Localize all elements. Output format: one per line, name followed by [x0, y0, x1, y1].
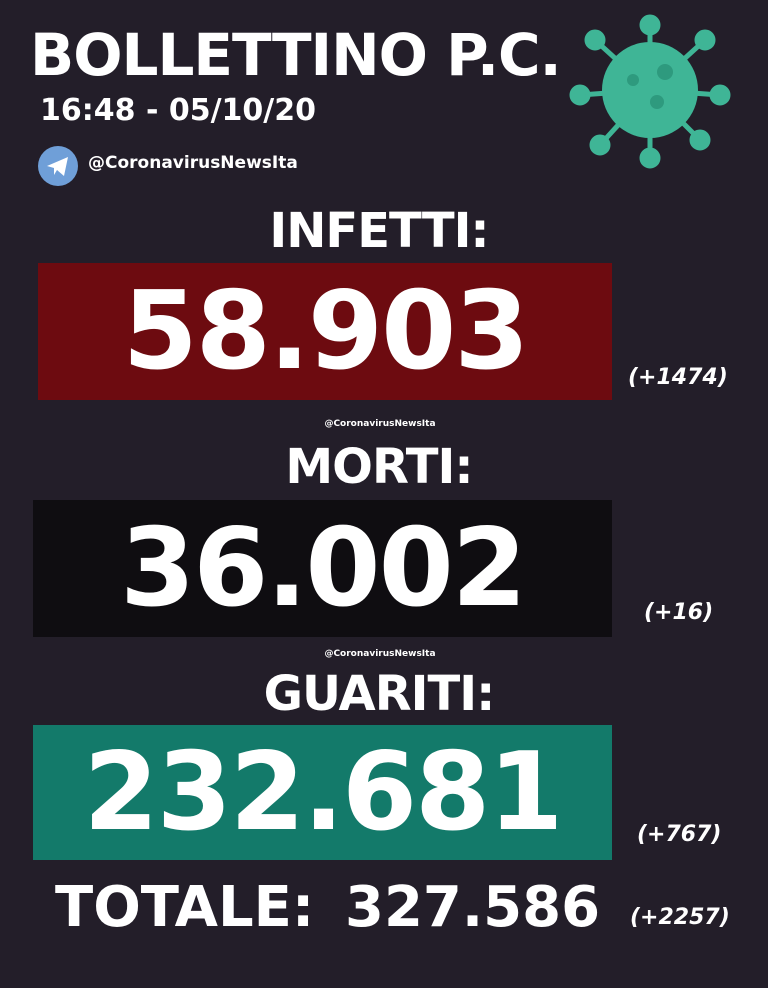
bulletin-title: BOLLETTINO P.C.: [30, 21, 562, 89]
watermark: @CoronavirusNewsIta: [324, 419, 436, 429]
totale-label: TOTALE:: [55, 875, 315, 940]
telegram-handle: @CoronavirusNewsIta: [88, 153, 298, 173]
virus-icon: [560, 10, 740, 170]
telegram-icon: [38, 146, 78, 186]
watermark: @CoronavirusNewsIta: [324, 649, 436, 659]
morti-delta: (+16): [644, 600, 714, 625]
guariti-label: GUARITI:: [263, 666, 496, 722]
infetti-label: INFETTI:: [269, 203, 489, 259]
infetti-value: 58.903: [38, 263, 612, 400]
guariti-value: 232.681: [33, 725, 612, 860]
totale-delta: (+2257): [630, 905, 730, 930]
morti-value: 36.002: [33, 500, 612, 637]
datetime: 16:48 - 05/10/20: [40, 93, 316, 128]
infetti-delta: (+1474): [628, 365, 728, 390]
guariti-delta: (+767): [637, 822, 722, 847]
morti-label: MORTI:: [285, 439, 473, 495]
totale-value: 327.586: [345, 875, 601, 940]
